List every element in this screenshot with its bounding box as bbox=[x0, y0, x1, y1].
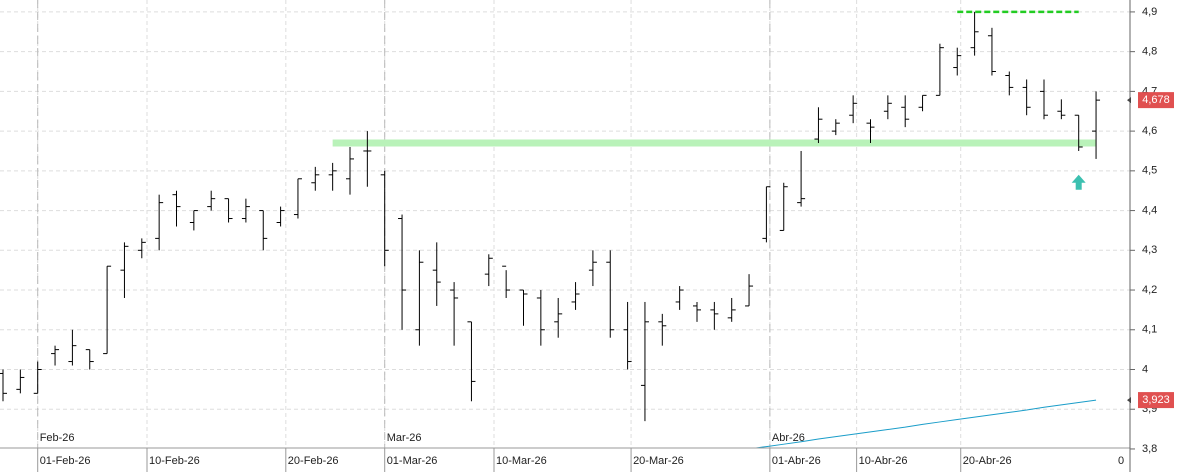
ohlc-bar bbox=[606, 250, 615, 338]
month-label: Mar-26 bbox=[387, 432, 422, 444]
x-tick-label: 20-Abr-26 bbox=[963, 455, 1012, 467]
price-label: 4,678 bbox=[1142, 94, 1170, 106]
y-tick-label: 4,3 bbox=[1142, 244, 1157, 256]
ohlc-bar bbox=[51, 345, 60, 366]
y-tick-label: 4,4 bbox=[1142, 204, 1157, 216]
ohlc-bar bbox=[0, 369, 7, 402]
ohlc-bar bbox=[224, 198, 233, 223]
y-tick-label: 4 bbox=[1142, 363, 1148, 375]
ohlc-bar bbox=[16, 369, 25, 394]
ohlc-bar bbox=[415, 250, 424, 346]
ohlc-bar bbox=[658, 313, 667, 346]
price-pointer bbox=[1127, 397, 1131, 404]
ohlc-bar bbox=[797, 150, 806, 207]
ohlc-bar bbox=[241, 198, 250, 223]
ohlc-bar bbox=[293, 178, 302, 219]
ohlc-bar bbox=[328, 162, 337, 191]
ohlc-bar bbox=[745, 274, 754, 307]
ohlc-bar bbox=[432, 242, 441, 306]
ohlc-bar bbox=[779, 182, 788, 231]
ohlc-bar bbox=[155, 194, 164, 251]
ohlc-bar bbox=[901, 95, 910, 128]
ohlc-bar bbox=[276, 206, 285, 227]
ohlc-bar bbox=[693, 301, 701, 322]
ohlc-bar bbox=[311, 166, 320, 191]
ohlc-bar bbox=[866, 119, 875, 144]
ohlc-bar bbox=[953, 47, 962, 76]
x-tick-label: 10-Abr-26 bbox=[859, 455, 908, 467]
ohlc-bar bbox=[762, 186, 771, 243]
ohlc-bar bbox=[1022, 79, 1031, 116]
ohlc-bar bbox=[1040, 79, 1048, 120]
price-box bbox=[1138, 392, 1174, 409]
ohlc-bar bbox=[970, 11, 979, 56]
ohlc-bar bbox=[554, 297, 563, 338]
ohlc-bar bbox=[814, 107, 823, 144]
ohlc-bar bbox=[849, 95, 858, 124]
ohlc-bar bbox=[120, 242, 129, 298]
ohlc-bar bbox=[137, 238, 146, 259]
ohlc-bar bbox=[935, 43, 944, 96]
x-tick-label: 01-Feb-26 bbox=[40, 455, 91, 467]
price-box bbox=[1138, 92, 1174, 109]
ohlc-bar bbox=[1074, 114, 1083, 151]
x-tick-label: 10-Mar-26 bbox=[496, 455, 547, 467]
ohlc-bar bbox=[502, 265, 511, 298]
ohlc-bar bbox=[103, 265, 112, 355]
ohlc-bar bbox=[380, 170, 389, 267]
moving-average bbox=[748, 399, 1097, 450]
ohlc-bar bbox=[189, 210, 198, 231]
ohlc-bar bbox=[640, 301, 649, 422]
ohlc-bar bbox=[1005, 71, 1014, 96]
ohlc-bar bbox=[207, 190, 216, 211]
ohlc-bar bbox=[710, 301, 719, 330]
x-tick-label: 20-Feb-26 bbox=[288, 455, 339, 467]
ohlc-bar bbox=[172, 190, 181, 227]
ohlc-bar bbox=[484, 254, 493, 287]
y-tick-label: 4,5 bbox=[1142, 165, 1157, 177]
y-tick-label: 4,8 bbox=[1142, 46, 1157, 58]
y-tick-label: 4,1 bbox=[1142, 324, 1157, 336]
price-label: 3,923 bbox=[1142, 394, 1170, 406]
ohlc-bar bbox=[727, 297, 736, 322]
y-tick-label: 4,9 bbox=[1142, 6, 1157, 18]
date-strip bbox=[0, 448, 1192, 472]
ohlc-bar bbox=[987, 27, 996, 76]
x-tick-label: 01-Mar-26 bbox=[387, 455, 438, 467]
ohlc-bar bbox=[536, 290, 545, 346]
ohlc-bar bbox=[571, 282, 580, 310]
ohlc-bar bbox=[1092, 91, 1101, 159]
ohlc-bar bbox=[519, 289, 528, 326]
ohlc-bar bbox=[450, 282, 459, 346]
signal-arrow bbox=[1071, 174, 1086, 190]
ohlc-bar bbox=[831, 119, 840, 136]
ohlc-bar bbox=[85, 349, 94, 370]
ohlc-bar bbox=[259, 210, 268, 251]
ohlc-bar bbox=[623, 301, 632, 370]
x-tick-label: 10-Feb-26 bbox=[149, 455, 200, 467]
ohlc-bar bbox=[588, 250, 597, 287]
y-tick-label: 4,6 bbox=[1142, 125, 1157, 137]
corner-label: 0 bbox=[1118, 455, 1124, 467]
y-tick-label: 4,2 bbox=[1142, 284, 1157, 296]
price-pointer bbox=[1127, 97, 1131, 104]
ohlc-bar bbox=[68, 329, 77, 366]
x-tick-label: 01-Abr-26 bbox=[772, 455, 821, 467]
ohlc-bar bbox=[33, 361, 42, 394]
ohlc-bar bbox=[883, 95, 892, 120]
ohlc-bar bbox=[918, 94, 927, 112]
ohlc-bar bbox=[467, 321, 476, 402]
ohlc-bar bbox=[1057, 99, 1066, 120]
y-tick-label: 3,8 bbox=[1142, 443, 1157, 455]
ohlc-bar bbox=[346, 147, 354, 195]
ohlc-bar bbox=[675, 286, 684, 310]
month-label: Abr-26 bbox=[772, 432, 805, 444]
month-label: Feb-26 bbox=[40, 432, 75, 444]
ohlc-bar bbox=[398, 214, 407, 330]
ohlc-bar bbox=[363, 131, 372, 187]
x-tick-label: 20-Mar-26 bbox=[633, 455, 684, 467]
